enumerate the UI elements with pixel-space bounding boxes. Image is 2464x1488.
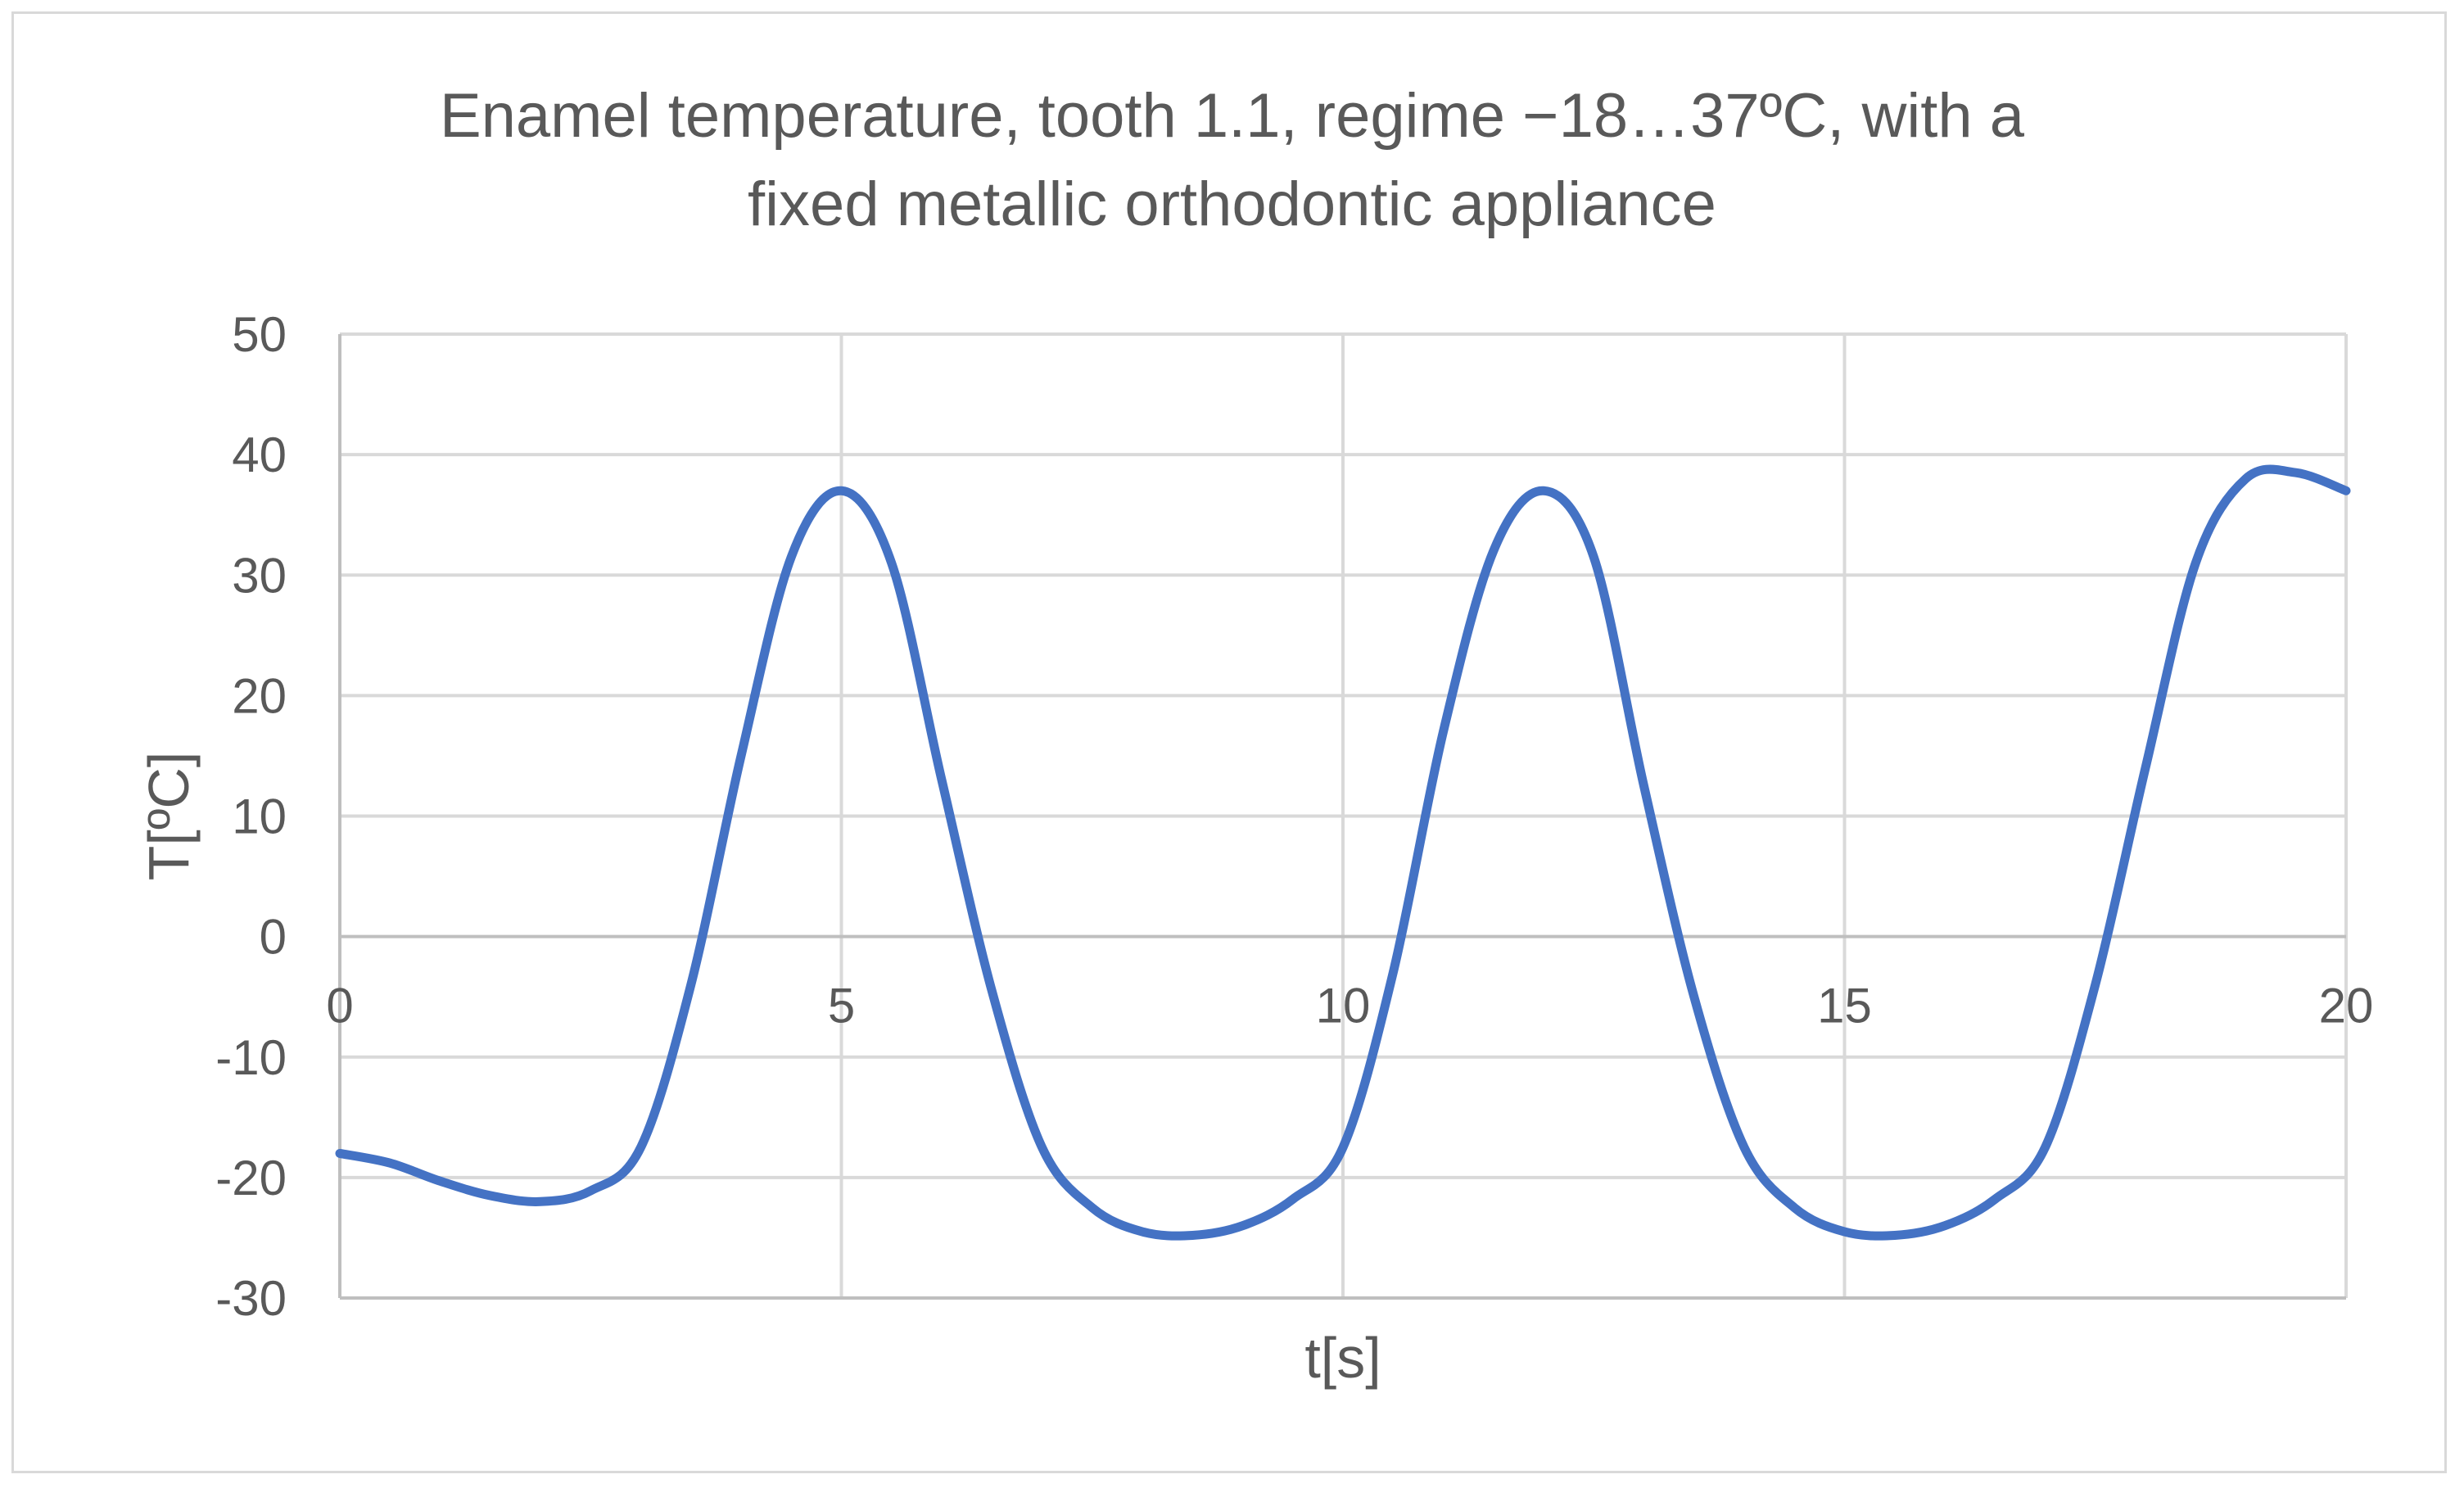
x-tick-label: 0 xyxy=(326,979,353,1033)
x-tick-label: 5 xyxy=(828,979,855,1033)
x-tick-label: 20 xyxy=(2319,979,2374,1033)
y-tick-label: -10 xyxy=(215,1030,287,1085)
chart-title-line-1: Enamel temperature, tooth 1.1, regime −1… xyxy=(439,81,2025,151)
chart-title-line-2: fixed metallic orthodontic appliance xyxy=(748,170,1716,239)
x-tick-label: 10 xyxy=(1316,979,1371,1033)
y-axis-title: T[ºC] xyxy=(137,752,201,881)
axes xyxy=(338,334,2346,1300)
series-line xyxy=(335,464,2351,1241)
series-group xyxy=(335,464,2351,1241)
x-tick-labels: 0 5 10 15 20 xyxy=(326,979,2373,1033)
y-tick-label: 10 xyxy=(232,789,287,844)
y-tick-label: 0 xyxy=(260,910,287,965)
y-tick-label: -30 xyxy=(215,1271,287,1326)
y-tick-label: 20 xyxy=(232,668,287,723)
y-tick-label: 30 xyxy=(232,548,287,603)
y-tick-label: -20 xyxy=(215,1151,287,1205)
x-tick-label: 15 xyxy=(1817,979,1872,1033)
y-tick-labels: -30 -20 -10 0 10 20 30 40 50 xyxy=(215,307,287,1326)
x-axis-title: t[s] xyxy=(1304,1326,1381,1390)
y-tick-label: 40 xyxy=(232,427,287,482)
y-tick-label: 50 xyxy=(232,307,287,362)
